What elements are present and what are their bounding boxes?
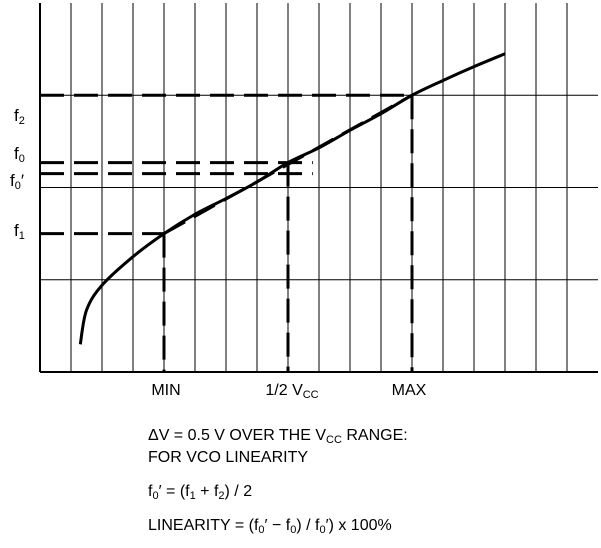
axes xyxy=(39,3,598,373)
y-tick-label-f0-prime: f0′ xyxy=(10,171,25,192)
note-delta-v: ΔV = 0.5 V OVER THE VCC RANGE: xyxy=(148,427,408,446)
note-f0-prime-formula: f0′ = (f1 + f2) / 2 xyxy=(148,483,253,502)
note-vco-linearity: FOR VCO LINEARITY xyxy=(148,449,309,466)
linear-approximation-line xyxy=(163,93,413,235)
vco-response-curve xyxy=(78,52,506,345)
x-tick-label-min: MIN xyxy=(151,382,181,399)
y-tick-label-f0: f0 xyxy=(14,144,25,165)
y-tick-label-f1: f1 xyxy=(14,221,25,242)
y-tick-label-f2: f2 xyxy=(14,106,25,127)
note-linearity-formula: LINEARITY = (f0′ − f0) / f0′) x 100% xyxy=(148,517,392,536)
series-group xyxy=(78,52,506,345)
x-tick-label-half-vcc: 1/2 VCC xyxy=(265,382,319,401)
grid xyxy=(40,3,598,372)
x-tick-label-max: MAX xyxy=(391,382,427,399)
guide-lines xyxy=(40,93,414,372)
